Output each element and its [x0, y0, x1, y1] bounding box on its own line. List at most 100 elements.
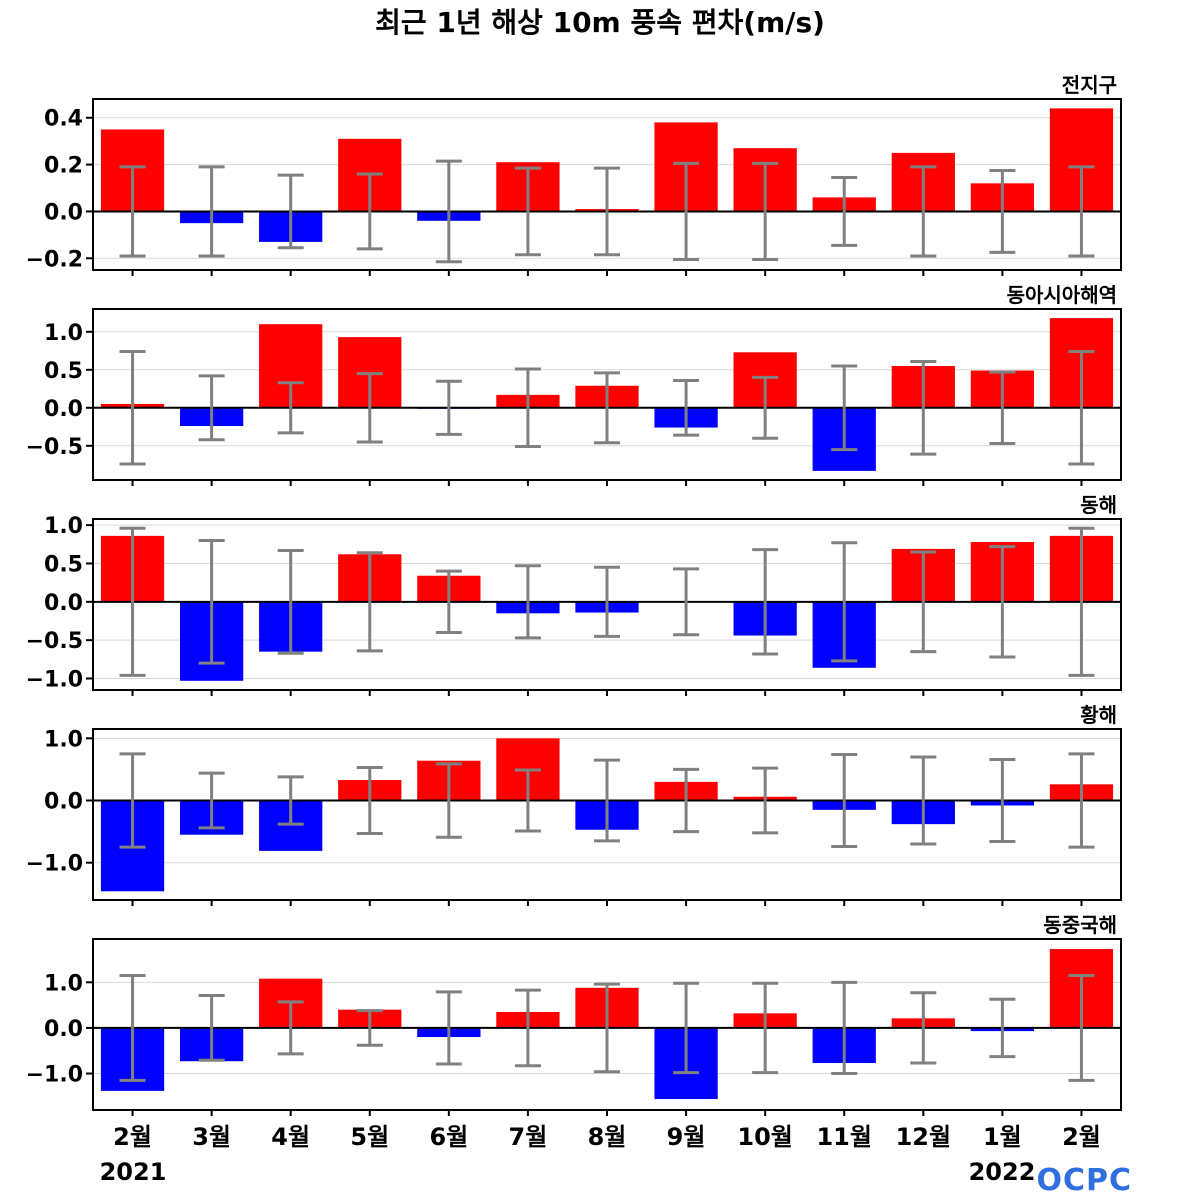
error-bar [277, 381, 304, 435]
error-bar [910, 550, 937, 654]
error-bar [356, 1009, 383, 1047]
x-tick-label: 12월 [896, 1123, 951, 1151]
error-bar [910, 165, 937, 258]
region-label: 황해 [1080, 703, 1117, 727]
error-bar [119, 165, 146, 258]
error-bar [594, 371, 620, 445]
y-tick-label: 0.0 [44, 397, 83, 422]
error-bar [356, 551, 383, 653]
error-bar [910, 991, 937, 1065]
y-tick-label: −1.0 [26, 1063, 83, 1088]
x-tick-label: 8월 [588, 1123, 627, 1151]
error-bar [1068, 165, 1095, 258]
error-bar [1068, 526, 1095, 677]
error-bar [514, 564, 541, 640]
x-axis: 2월 3월 4월 5월 6월 7월 8월 9월 10월 11월 12월 1월 2월 [113, 1123, 1101, 1151]
error-bar [989, 757, 1016, 844]
error-bar [198, 771, 225, 830]
error-bar [752, 161, 779, 261]
error-bar [752, 766, 779, 835]
error-bar [910, 359, 937, 456]
chart-title: 최근 1년 해상 10m 풍속 편차(m/s) [375, 6, 825, 39]
y-tick-label: −0.5 [26, 629, 83, 654]
y-tick-label: 0.0 [44, 790, 83, 815]
error-bar [198, 165, 225, 258]
error-bar [514, 768, 541, 833]
y-tick-label: 0.2 [44, 154, 83, 179]
y-tick-label: −1.0 [26, 852, 83, 877]
x-tick-label: 3월 [192, 1123, 231, 1151]
error-bar [989, 168, 1016, 254]
ocpc-logo: OCPC [1036, 1163, 1132, 1198]
x-tick-label: 2월 [1062, 1123, 1101, 1151]
x-tick-label: 11월 [816, 1123, 871, 1151]
panel-3: −1.0 −0.5 0.0 0.5 1.0 동해 [26, 493, 1122, 696]
x-tick-label: 7월 [509, 1123, 548, 1151]
error-bar [673, 567, 700, 637]
x-tick-label: 10월 [737, 1123, 792, 1151]
y-tick-label: 1.0 [44, 321, 83, 346]
error-bar [831, 980, 858, 1076]
error-bar [1068, 752, 1095, 849]
panel-1: −0.2 0.0 0.2 0.4 전지구 [26, 73, 1122, 276]
year-label-end: 2022 [969, 1158, 1036, 1186]
x-tick-label: 1월 [983, 1123, 1022, 1151]
error-bar [514, 367, 541, 449]
y-tick-label: −0.2 [26, 247, 83, 272]
error-bar [277, 548, 304, 655]
x-tick-label: 6월 [429, 1123, 468, 1151]
error-bar [752, 548, 779, 656]
x-tick-label: 9월 [667, 1123, 706, 1151]
error-bar [594, 982, 620, 1074]
error-bar [198, 994, 225, 1062]
year-label-start: 2021 [100, 1158, 167, 1186]
y-tick-label: 1.0 [44, 727, 83, 752]
error-bar [989, 545, 1016, 659]
error-bar [356, 766, 383, 835]
error-bar [910, 755, 937, 846]
y-tick-label: −1.0 [26, 667, 83, 692]
error-bar [673, 767, 700, 834]
y-tick-label: 1.0 [44, 514, 83, 539]
error-bar [831, 541, 858, 663]
error-bar [752, 375, 779, 440]
region-label: 동아시아해역 [1007, 283, 1117, 307]
error-bar [831, 752, 858, 849]
error-bar [989, 370, 1016, 446]
error-bar [119, 526, 146, 677]
error-bar [594, 166, 620, 257]
error-bar [198, 538, 225, 665]
error-bar [514, 166, 541, 257]
panel-5: −1.0 0.0 1.0 동중국해 [26, 913, 1122, 1116]
error-bar [435, 569, 462, 634]
y-tick-label: 1.0 [44, 971, 83, 996]
error-bar [673, 161, 700, 261]
y-tick-label: 0.5 [44, 552, 83, 577]
x-tick-label: 4월 [271, 1123, 310, 1151]
region-label: 동중국해 [1043, 913, 1117, 937]
y-tick-label: 0.4 [44, 107, 83, 132]
error-bar [119, 350, 146, 466]
error-bar [356, 172, 383, 251]
y-tick-label: −0.5 [26, 435, 83, 460]
y-tick-label: 0.0 [44, 591, 83, 616]
error-bar [435, 990, 462, 1066]
error-bar [119, 752, 146, 849]
error-bar [435, 762, 462, 839]
error-bar [673, 981, 700, 1075]
error-bar [277, 775, 304, 826]
panels: −0.20.00.20.4전지구−0.50.00.51.0동아시아해역−1.0−… [26, 73, 1122, 1116]
error-bar [514, 988, 541, 1068]
error-bar [1068, 973, 1095, 1082]
error-bar [1068, 350, 1095, 466]
error-bar [277, 1000, 304, 1056]
error-bar [435, 159, 462, 264]
region-label: 동해 [1080, 493, 1117, 517]
y-tick-label: 0.0 [44, 200, 83, 225]
error-bar [673, 378, 700, 437]
error-bar [277, 173, 304, 250]
error-bar [752, 981, 779, 1075]
error-bar [356, 372, 383, 444]
error-bar [435, 379, 462, 436]
y-tick-label: 0.0 [44, 1017, 83, 1042]
